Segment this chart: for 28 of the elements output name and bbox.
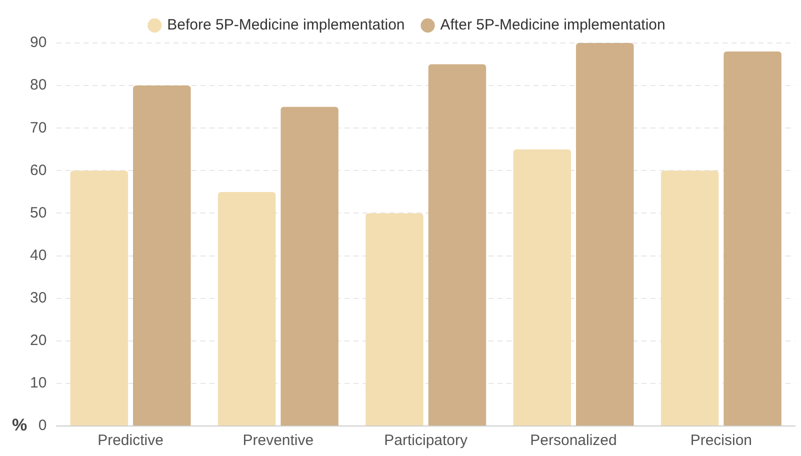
bar xyxy=(513,149,571,426)
bar xyxy=(428,64,486,426)
bar xyxy=(70,170,128,426)
bar xyxy=(218,192,276,426)
legend-label: Before 5P-Medicine implementation xyxy=(167,16,405,34)
bar xyxy=(660,170,719,426)
y-tick-label: 70 xyxy=(30,119,47,136)
x-tick-label: Predictive xyxy=(98,432,164,450)
bar xyxy=(280,106,338,426)
x-tick-label: Participatory xyxy=(384,432,468,450)
x-tick-label: Precision xyxy=(690,432,752,450)
bar xyxy=(724,52,782,426)
y-tick-label: 0 xyxy=(38,417,47,434)
x-tick-label: Personalized xyxy=(530,432,617,450)
y-tick-label: 40 xyxy=(30,246,47,264)
legend-label: After 5P-Medicine implementation xyxy=(440,16,666,34)
bar xyxy=(366,213,424,426)
y-tick-label: 50 xyxy=(30,204,47,222)
y-axis-title: % xyxy=(12,416,28,435)
y-tick-label: 90 xyxy=(30,34,47,52)
y-tick-label: 80 xyxy=(30,76,47,94)
y-tick-label: 20 xyxy=(30,332,47,350)
y-tick-label: 10 xyxy=(30,374,47,392)
bar xyxy=(133,86,191,426)
y-tick-label: 30 xyxy=(30,289,47,306)
bar xyxy=(576,43,634,426)
x-tick-label: Preventive xyxy=(242,432,314,450)
y-tick-label: 60 xyxy=(30,162,47,179)
